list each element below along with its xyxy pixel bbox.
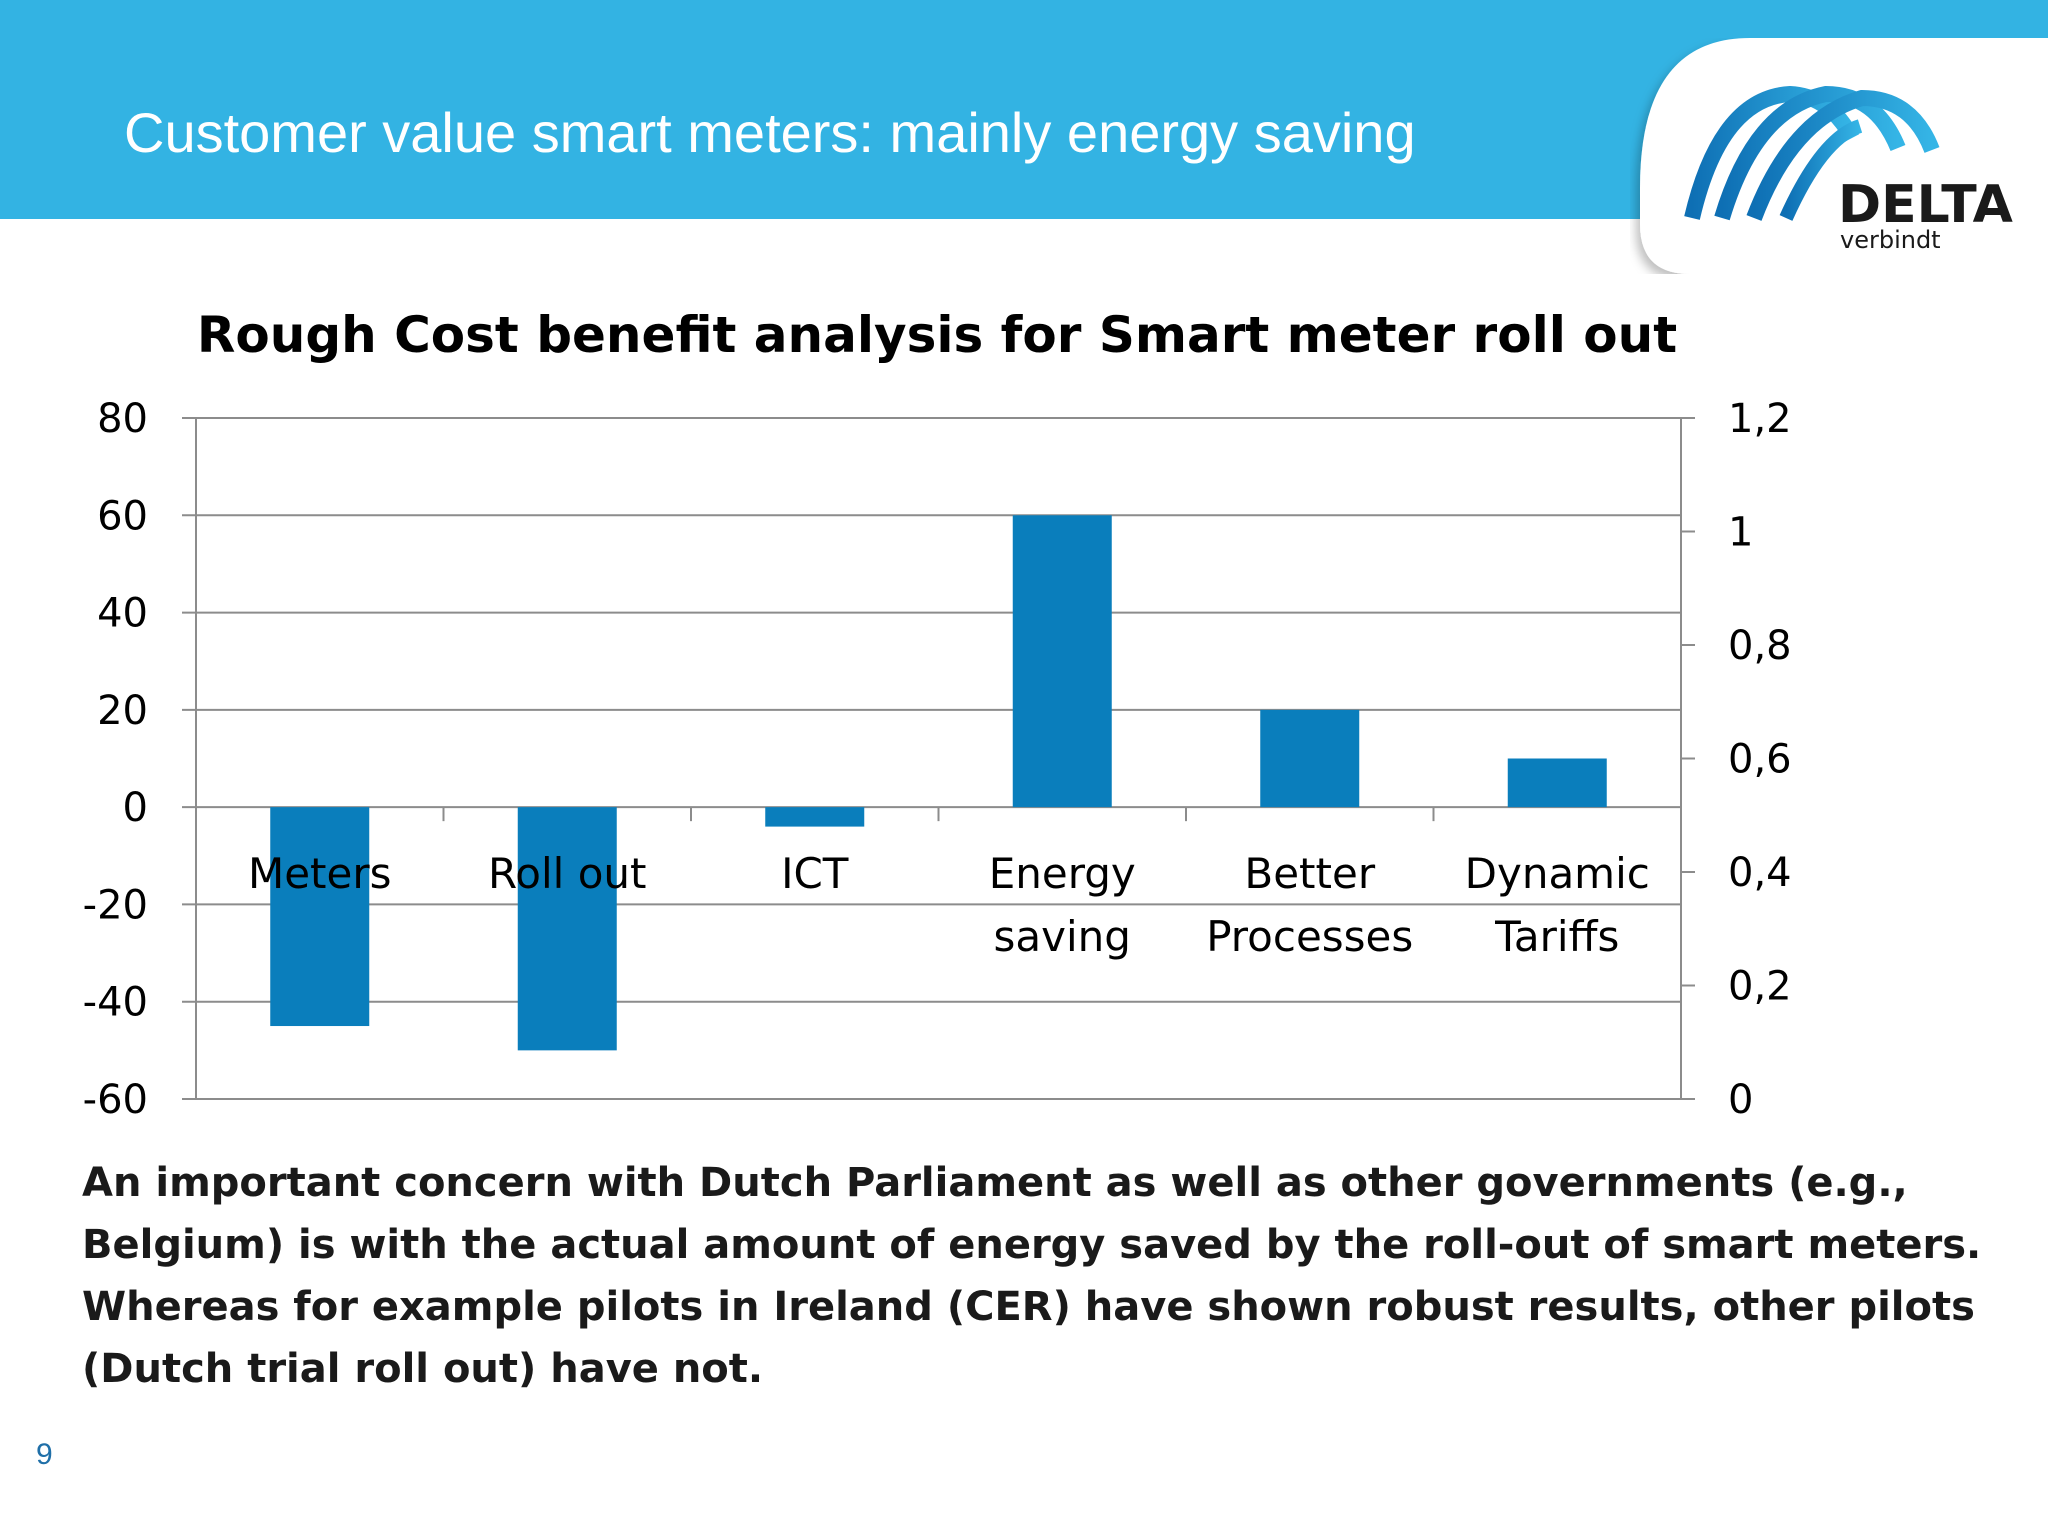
arches-logo-icon — [1684, 85, 1940, 221]
category-label: Roll out — [488, 849, 646, 898]
y2-tick-label: 1 — [1728, 510, 1753, 556]
category-label: Tariffs — [1494, 912, 1619, 961]
y-tick-label: 20 — [97, 688, 148, 734]
left-axis-tick-labels: -60 -40 -20 0 20 40 60 80 — [83, 396, 148, 1123]
category-label: Energy — [989, 849, 1136, 898]
category-label: Processes — [1206, 912, 1413, 961]
bar — [270, 807, 370, 1027]
y-tick-label: 0 — [123, 785, 148, 831]
y2-tick-label: 0,4 — [1728, 850, 1792, 896]
y2-tick-label: 0,2 — [1728, 964, 1792, 1010]
axes — [195, 417, 1695, 1100]
gridlines — [182, 417, 1681, 1100]
y2-tick-label: 0,6 — [1728, 737, 1792, 783]
category-label: Better — [1244, 849, 1375, 898]
y-tick-label: 40 — [97, 591, 148, 637]
y-tick-label: 80 — [97, 396, 148, 442]
y-tick-label: 60 — [97, 493, 148, 539]
category-label: Meters — [248, 849, 392, 898]
page-number: 9 — [36, 1438, 53, 1471]
bar — [517, 807, 617, 1051]
category-labels: Meters Roll out ICT Energy saving Better Proce… — [248, 849, 1650, 961]
category-label: ICT — [781, 849, 849, 898]
y-tick-label: -60 — [83, 1077, 148, 1123]
category-label: saving — [994, 912, 1131, 961]
chart-title: Rough Cost benefit analysis for Smart me… — [197, 306, 1677, 364]
logo-tagline: verbindt — [1840, 226, 1941, 254]
slide-title: Customer value smart meters: mainly ener… — [124, 101, 1416, 164]
y-tick-label: -20 — [83, 882, 148, 928]
bar — [1260, 709, 1360, 808]
right-axis-tick-labels: 0 0,2 0,4 0,6 0,8 1 1,2 — [1728, 396, 1792, 1123]
body-text: An important concern with Dutch Parliame… — [82, 1160, 1982, 1392]
y-tick-label: -40 — [83, 980, 148, 1026]
bar — [1012, 515, 1112, 808]
delta-logo: DELTA verbindt — [1640, 38, 2048, 274]
bars — [270, 515, 1607, 1051]
y2-tick-label: 0,8 — [1728, 623, 1792, 669]
bar — [765, 807, 865, 827]
logo-card — [1640, 38, 2048, 274]
logo-wordmark: DELTA — [1838, 175, 2013, 235]
bar — [1507, 758, 1607, 808]
y2-tick-label: 1,2 — [1728, 396, 1792, 442]
category-label: Dynamic — [1465, 849, 1650, 898]
y2-tick-label: 0 — [1728, 1077, 1753, 1123]
